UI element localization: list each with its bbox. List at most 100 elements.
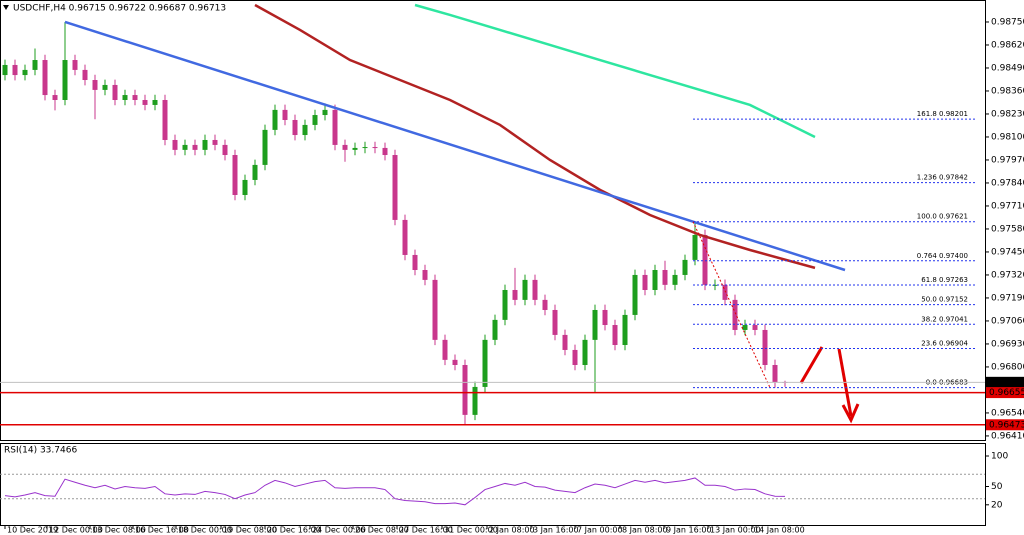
fib-label: 61.8 0.97263	[921, 276, 968, 284]
candle-body	[22, 69, 28, 76]
candle-body	[342, 144, 348, 150]
candle-body	[172, 139, 178, 150]
candle-body	[662, 269, 668, 285]
candle-body	[702, 234, 708, 285]
x-tick-label: 2 Jan 08:00	[489, 526, 535, 535]
x-tick-label: 13 Dec 08:00	[92, 526, 146, 535]
chart-title: USDCHF,H4 0.96715 0.96722 0.96687 0.9671…	[13, 4, 226, 14]
indicator-line	[414, 3, 816, 139]
x-tick-label: 26 Dec 08:00	[355, 526, 409, 535]
candle-body	[482, 339, 488, 387]
candle-body	[542, 299, 548, 310]
x-tick-label: 24 Dec 00:00	[312, 526, 366, 535]
support-box	[986, 387, 1024, 399]
candle-body	[642, 274, 648, 290]
fib-label: 1.236 0.97842	[917, 174, 968, 182]
candle-body	[522, 279, 528, 300]
candle-body	[352, 147, 358, 150]
candle-body	[52, 95, 58, 100]
candle-body	[502, 289, 508, 320]
candle-body	[672, 274, 678, 285]
candle-body	[432, 279, 438, 340]
candle-body	[212, 139, 218, 145]
candle-body	[252, 164, 258, 180]
candle-body	[532, 279, 538, 300]
candle-body	[272, 109, 278, 130]
y-tick-label: 0.96410	[991, 431, 1024, 441]
candle-body	[12, 64, 18, 76]
rsi-panel-frame	[0, 443, 986, 526]
menu-icon	[3, 5, 9, 10]
rsi-tick-label: 100	[991, 452, 1008, 462]
fib-label: 23.6 0.96904	[921, 340, 968, 348]
candle-body	[622, 314, 628, 346]
fib-label: 100.0 0.97621	[917, 213, 968, 221]
fib-label: 38.2 0.97041	[921, 315, 968, 323]
candle-body	[162, 99, 168, 140]
candle-body	[192, 144, 198, 150]
candle-body	[132, 95, 138, 100]
x-tick-label: 10 Dec 2019	[7, 526, 58, 535]
candle-body	[82, 69, 88, 81]
rsi-title: RSI(14) 33.7466	[4, 446, 77, 456]
candle-body	[422, 269, 428, 280]
candle-body	[602, 309, 608, 326]
candle-body	[362, 147, 368, 149]
candle-body	[682, 259, 688, 275]
rsi-tick-label: 20	[991, 500, 1003, 510]
fib-label: 50.0 0.97152	[921, 296, 968, 304]
x-tick-label: 14 Jan 08:00	[754, 526, 805, 535]
candle-body	[62, 60, 68, 100]
support-box	[986, 419, 1024, 431]
candle-body	[452, 359, 458, 365]
x-tick-label: 3 Jan 16:00	[533, 526, 579, 535]
candle-body	[562, 334, 568, 350]
candle-body	[652, 269, 658, 290]
candle-body	[632, 274, 638, 315]
candle-body	[462, 364, 468, 415]
candle-body	[742, 325, 748, 330]
candle-body	[112, 84, 118, 100]
indicator-line	[64, 20, 846, 272]
candle-body	[2, 64, 8, 76]
candle-body	[322, 109, 328, 116]
x-tick-label: 31 Dec 00:00	[444, 526, 498, 535]
x-tick-label: 20 Dec 16:00	[267, 526, 321, 535]
fib-label: 161.8 0.98201	[917, 110, 968, 118]
x-tick-label: 13 Jan 00:00	[710, 526, 761, 535]
rsi-tick-label: 50	[991, 482, 1003, 492]
candle-body	[332, 109, 338, 145]
candle-body	[222, 144, 228, 156]
arrow-up	[799, 346, 824, 384]
candle-body	[722, 284, 728, 300]
fib-label: 0.764 0.97400	[917, 252, 968, 260]
current-price-box	[986, 376, 1024, 388]
candle-body	[552, 309, 558, 335]
candle-body	[92, 80, 98, 90]
main-panel-frame	[0, 0, 986, 441]
candle-body	[612, 325, 618, 346]
candle-body	[312, 115, 318, 125]
candle-body	[492, 319, 498, 340]
candle-body	[592, 309, 598, 340]
candle-body	[72, 60, 78, 70]
candle-body	[732, 299, 738, 330]
candle-body	[402, 219, 408, 255]
candle-body	[32, 60, 38, 70]
candle-body	[582, 339, 588, 365]
candle-body	[122, 95, 128, 100]
candle-body	[262, 129, 268, 165]
candle-body	[772, 364, 778, 382]
candle-body	[242, 179, 248, 195]
